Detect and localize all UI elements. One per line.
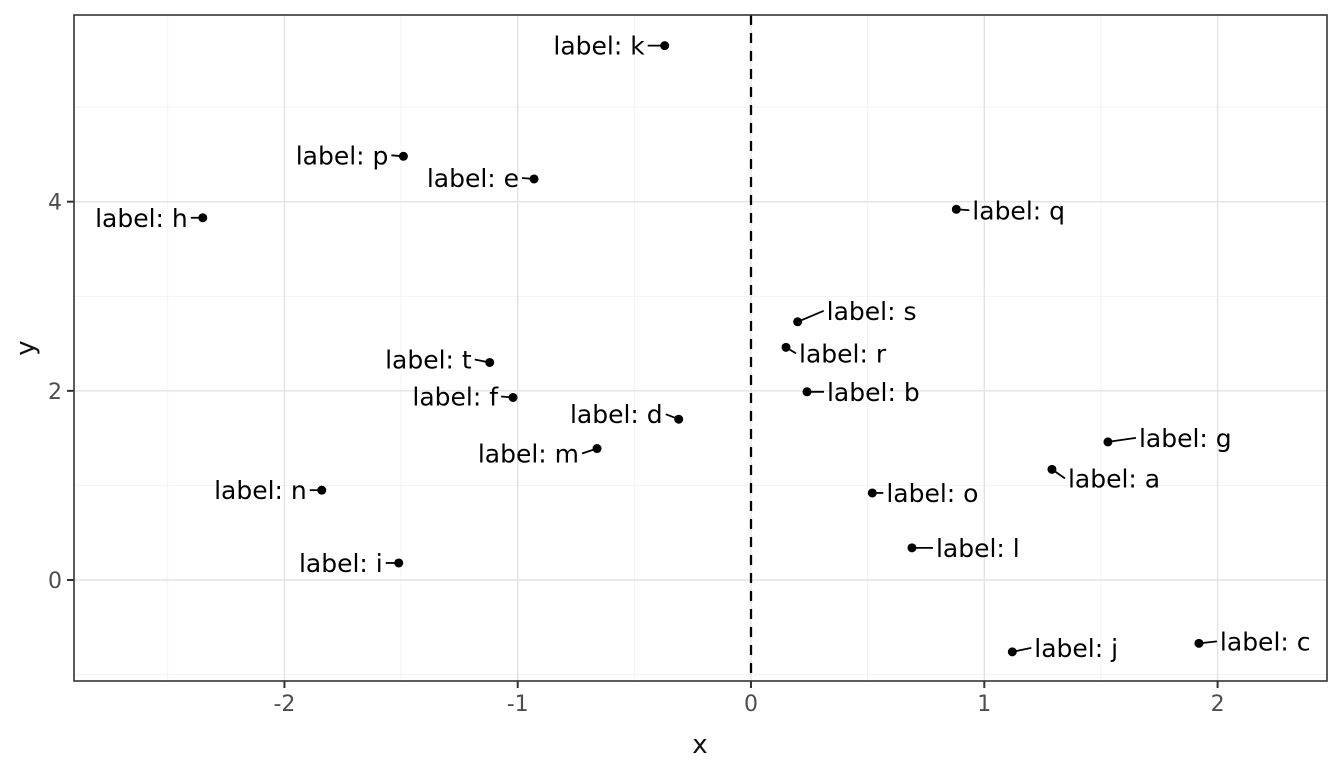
point-label: label: r — [799, 339, 887, 368]
data-point — [951, 204, 961, 214]
point-label: label: j — [1034, 634, 1118, 663]
point-label: label: d — [570, 400, 663, 429]
point-label: label: s — [827, 297, 917, 326]
point-label: label: n — [214, 476, 307, 505]
point-label: label: q — [972, 196, 1065, 225]
x-axis-title: x — [692, 730, 707, 760]
x-axis-tick-label: 1 — [977, 692, 991, 717]
panel-border — [73, 14, 1328, 682]
x-axis-tick-label: -2 — [273, 692, 295, 717]
label-leader-line — [1107, 437, 1137, 443]
data-point — [592, 444, 602, 454]
y-axis-tick-label: 0 — [48, 569, 62, 594]
data-point — [802, 387, 812, 397]
data-point — [198, 213, 208, 223]
data-point — [529, 174, 539, 184]
point-label: label: g — [1139, 424, 1232, 453]
point-label: label: a — [1068, 464, 1160, 493]
data-point — [781, 342, 791, 352]
data-point — [907, 543, 917, 553]
point-label: label: b — [827, 378, 920, 407]
y-axis-tick-label: 4 — [48, 191, 62, 216]
data-point — [1103, 437, 1113, 447]
data-point — [485, 357, 495, 367]
point-label: label: f — [412, 382, 499, 411]
data-point — [1007, 647, 1017, 657]
y-axis-tick-label: 2 — [48, 380, 62, 405]
point-label: label: t — [385, 345, 472, 374]
x-axis-tick-label: -1 — [507, 692, 529, 717]
label-leader-line — [797, 309, 825, 323]
point-label: label: e — [427, 164, 519, 193]
data-point — [398, 151, 408, 161]
data-point — [674, 414, 684, 424]
point-label: label: l — [936, 534, 1020, 563]
data-point — [793, 317, 803, 327]
point-label: label: c — [1220, 627, 1311, 656]
point-label: label: m — [478, 440, 579, 469]
point-label: label: p — [296, 141, 389, 170]
data-point — [317, 485, 327, 495]
data-point — [1194, 638, 1204, 648]
x-axis-tick-label: 2 — [1211, 692, 1225, 717]
data-point — [394, 558, 404, 568]
data-point — [867, 488, 877, 498]
point-label: label: h — [95, 204, 188, 233]
point-label: label: o — [886, 479, 978, 508]
point-label: label: i — [299, 549, 383, 578]
y-axis-title: y — [11, 340, 41, 355]
data-point — [1047, 464, 1057, 474]
x-axis-tick-label: 0 — [744, 692, 758, 717]
data-point — [660, 41, 670, 51]
point-label: label: k — [553, 32, 645, 61]
data-point — [508, 392, 518, 402]
